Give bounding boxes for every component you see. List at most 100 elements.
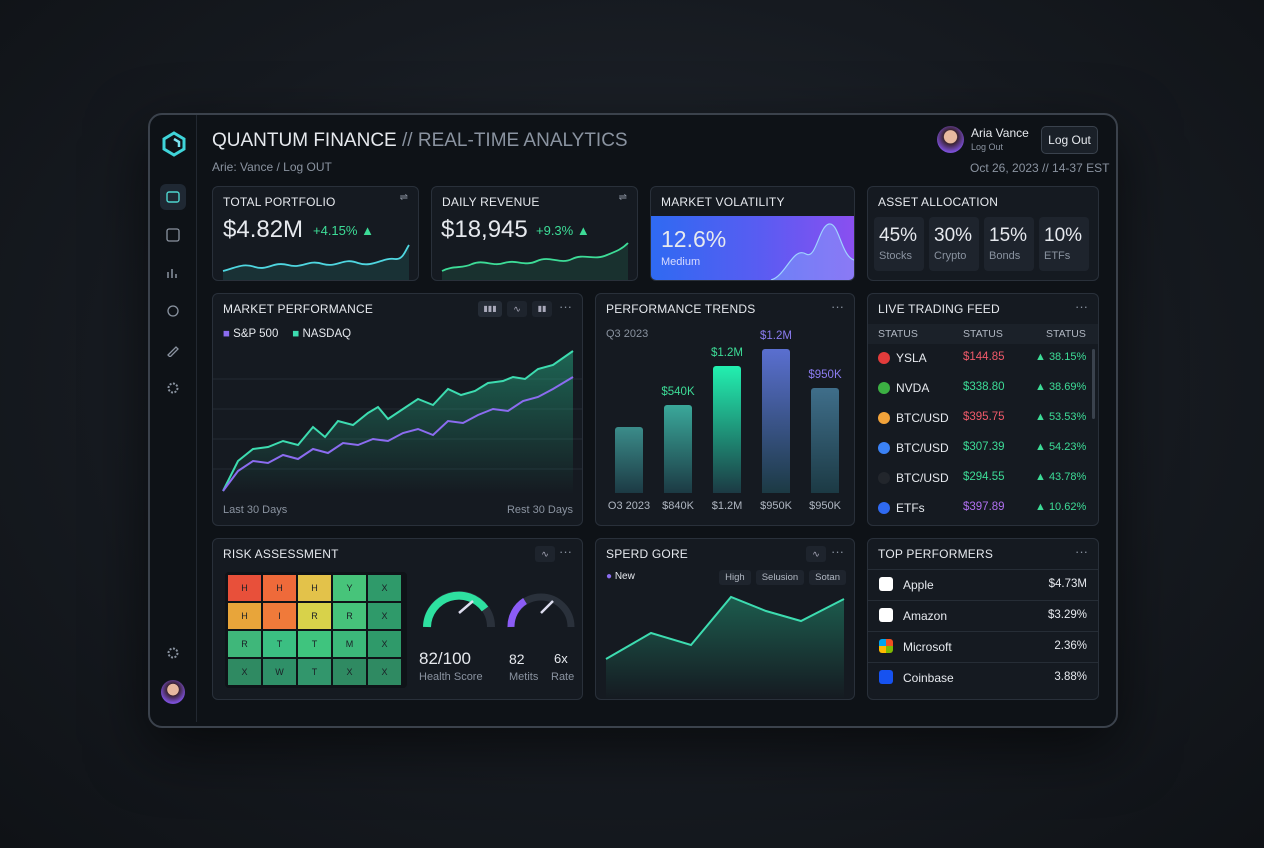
kpi-icon[interactable]: ⇌ — [399, 192, 408, 203]
filter-button[interactable]: Sotan — [809, 570, 846, 585]
sidebar-avatar[interactable] — [161, 680, 185, 704]
kpi-title: DAILY REVENUE — [442, 195, 540, 209]
price: $397.89 — [963, 501, 1005, 513]
symbol: NVDA — [896, 381, 930, 395]
tool-button[interactable]: ▮▮ — [532, 301, 552, 317]
icon — [166, 228, 180, 242]
menu[interactable]: ··· — [1075, 544, 1088, 559]
kpi-icon[interactable]: ⇌ — [618, 192, 627, 203]
trading-feed-card: LIVE TRADING FEED ··· STATUS STATUS STATUS… — [867, 293, 1099, 526]
menu[interactable]: ··· — [559, 299, 572, 314]
nav-edit[interactable] — [160, 337, 186, 363]
column-header: STATUS — [963, 328, 1003, 340]
icon — [167, 647, 179, 659]
change: ▲ 10.62% — [1035, 501, 1087, 513]
heatmap-cell: H — [298, 575, 331, 601]
sparkline — [222, 244, 410, 280]
user-sub[interactable]: Log Out — [971, 142, 1004, 152]
icon-shape — [166, 228, 180, 242]
card-title: RISK ASSESSMENT — [223, 547, 339, 561]
nav-charts[interactable] — [160, 260, 186, 286]
sidebar — [150, 115, 197, 722]
score-label: Health Score — [419, 671, 483, 683]
logout-button[interactable]: Log Out — [1041, 126, 1098, 154]
company-value: 2.36% — [1054, 640, 1087, 652]
filter-button[interactable]: Selusion — [755, 570, 805, 585]
company-value: $3.29% — [1047, 609, 1087, 621]
nasdaq-area — [223, 351, 573, 494]
allocation-value: 45% — [879, 225, 918, 246]
allocation-title: ASSET ALLOCATION — [878, 195, 999, 209]
symbol: BTC/USD — [896, 441, 949, 455]
bar-label: $950K — [808, 369, 842, 381]
x-label: $950K — [760, 500, 792, 512]
nav-security[interactable] — [160, 298, 186, 324]
card-title: TOP PERFORMERS — [878, 547, 994, 561]
symbol-icon — [878, 502, 890, 514]
scrollbar[interactable] — [1092, 349, 1095, 419]
nav-dashboard[interactable] — [160, 184, 186, 210]
x-end: Rest 30 Days — [506, 504, 573, 516]
symbol-icon — [878, 382, 890, 394]
card-title: SPERD GORE — [606, 547, 689, 561]
company-value: 3.88% — [1054, 671, 1087, 683]
metric-label: Metits — [509, 671, 539, 683]
legend-label: NASDAQ — [302, 328, 352, 340]
legend: ■ S&P 500 ■ NASDAQ — [223, 328, 351, 340]
symbol-icon — [878, 412, 890, 424]
allocation-value: 10% — [1044, 225, 1083, 246]
legend-label: S&P 500 — [233, 328, 279, 340]
symbol: ETFs — [896, 501, 925, 515]
menu[interactable]: ··· — [831, 544, 844, 559]
change: ▲ 53.53% — [1035, 411, 1087, 423]
kpi-change-text: +4.15% — [313, 223, 358, 238]
menu[interactable]: ··· — [831, 299, 844, 314]
menu[interactable]: ··· — [1075, 299, 1088, 314]
allocation-tile: 10% ETFs — [1039, 217, 1089, 271]
heatmap-cell: W — [263, 659, 296, 685]
icon — [167, 305, 179, 317]
icon — [167, 346, 179, 357]
symbol-icon — [878, 472, 890, 484]
legend-label: New — [614, 571, 635, 582]
symbol: BTC/USD — [896, 411, 949, 425]
company-logo — [879, 608, 893, 622]
user-avatar[interactable] — [937, 126, 964, 153]
tool-button[interactable]: ∿ — [507, 301, 527, 317]
x-label: $950K — [809, 500, 841, 512]
tool-button[interactable]: ∿ — [535, 546, 555, 562]
filter-button[interactable]: High — [719, 570, 751, 585]
menu[interactable]: ··· — [559, 544, 572, 559]
kpi-change-text: +9.3% — [536, 223, 574, 238]
user-name: Aria Vance — [971, 126, 1029, 140]
tool-button[interactable]: ▮▮▮ — [478, 301, 502, 317]
speed-chart — [605, 595, 845, 699]
nav-reports[interactable] — [160, 222, 186, 248]
change: ▲ 38.15% — [1035, 351, 1087, 363]
company-name: Amazon — [903, 609, 948, 623]
tool-button[interactable]: ∿ — [806, 546, 826, 562]
nav-preferences[interactable] — [160, 640, 186, 666]
gauge-needle — [458, 600, 474, 614]
allocation-label: Crypto — [934, 250, 967, 262]
nav-settings[interactable] — [160, 375, 186, 401]
sparkline-line — [222, 244, 410, 272]
subtitle: // REAL-TIME ANALYTICS — [402, 130, 628, 151]
volatility-wave — [770, 223, 854, 280]
price: $395.75 — [963, 411, 1005, 423]
icon-shape — [166, 191, 180, 203]
kpi-title: TOTAL PORTFOLIO — [223, 195, 336, 209]
icon-shape — [167, 305, 179, 317]
symbol: BTC/USD — [896, 471, 949, 485]
company-name: Coinbase — [903, 671, 954, 685]
bar-label: $1.2M — [760, 330, 792, 342]
datetime: Oct 26, 2023 // 14-37 EST — [970, 161, 1110, 175]
allocation-card: ASSET ALLOCATION 45% Stocks 30% Crypto 15% Bo… — [867, 186, 1099, 281]
heatmap-cell: X — [368, 659, 401, 685]
logo — [162, 131, 186, 157]
legend-item: ● New — [606, 571, 635, 582]
rate: 6x — [554, 651, 568, 666]
allocation-value: 30% — [934, 225, 973, 246]
wave-line — [770, 223, 854, 280]
